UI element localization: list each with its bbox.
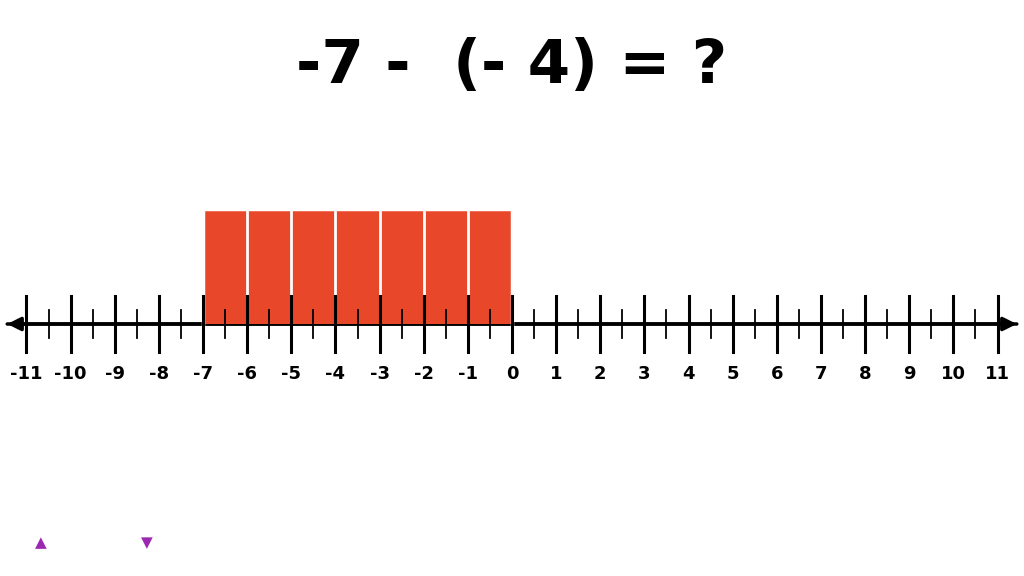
Bar (203, 209, 512, 324)
Text: Let's teach it that way.: Let's teach it that way. (774, 533, 1012, 553)
Text: 3: 3 (638, 365, 650, 383)
Text: M: M (12, 533, 33, 553)
Text: -7 -  (- 4) = ?: -7 - (- 4) = ? (296, 37, 728, 96)
Text: 1: 1 (550, 365, 562, 383)
Text: -4: -4 (326, 365, 345, 383)
Text: -8: -8 (148, 365, 169, 383)
Text: -11: -11 (10, 365, 43, 383)
Text: 4: 4 (682, 365, 695, 383)
Text: .COM: .COM (236, 533, 297, 553)
Text: is: is (95, 533, 129, 553)
Text: -5: -5 (282, 365, 301, 383)
Text: -2: -2 (414, 365, 434, 383)
Text: 5: 5 (726, 365, 739, 383)
Text: ISUAL: ISUAL (164, 533, 232, 553)
Text: 7: 7 (815, 365, 827, 383)
Text: -7: -7 (194, 365, 213, 383)
Text: ▼: ▼ (141, 535, 153, 551)
Text: -9: -9 (104, 365, 125, 383)
Text: 9: 9 (903, 365, 915, 383)
Text: ▲: ▲ (35, 535, 46, 551)
Text: 10: 10 (941, 365, 966, 383)
Text: -3: -3 (370, 365, 389, 383)
Text: -6: -6 (238, 365, 257, 383)
Text: TH: TH (57, 533, 89, 553)
Text: 8: 8 (859, 365, 871, 383)
Text: 2: 2 (594, 365, 606, 383)
Text: 0: 0 (506, 365, 518, 383)
Text: 6: 6 (771, 365, 783, 383)
Text: -1: -1 (458, 365, 478, 383)
Text: 11: 11 (985, 365, 1010, 383)
Text: -10: -10 (54, 365, 87, 383)
